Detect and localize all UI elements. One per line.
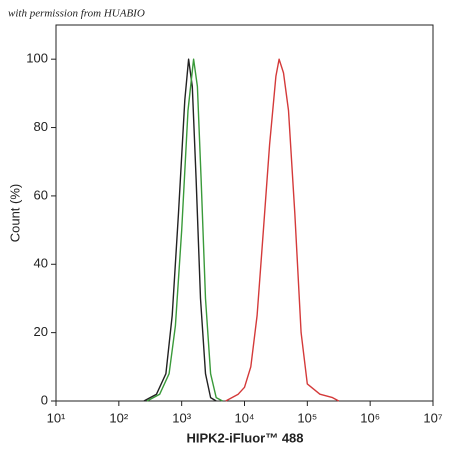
x-tick-label: 10² [109, 410, 128, 425]
x-tick-label: 10⁶ [360, 410, 380, 425]
x-tick-label: 10⁴ [234, 410, 254, 425]
y-tick-label: 20 [34, 324, 48, 339]
y-axis-label: Count (%) [7, 184, 22, 243]
x-tick-label: 10³ [172, 410, 191, 425]
y-tick-label: 80 [34, 119, 48, 134]
plot-frame [55, 24, 434, 402]
y-tick-label: 100 [26, 51, 48, 66]
histogram-line [143, 58, 217, 402]
histogram-line [146, 58, 223, 402]
watermark: with permission from HUABIO [8, 8, 145, 20]
x-tick-label: 10¹ [47, 410, 66, 425]
y-tick-label: 0 [41, 392, 48, 407]
y-tick-label: 60 [34, 187, 48, 202]
histogram-line [225, 58, 340, 402]
x-tick-label: 10⁵ [297, 410, 317, 425]
x-axis-label: HIPK2-iFluor™ 488 [186, 430, 303, 445]
x-tick-label: 10⁷ [423, 410, 442, 425]
y-tick-label: 40 [34, 256, 48, 271]
